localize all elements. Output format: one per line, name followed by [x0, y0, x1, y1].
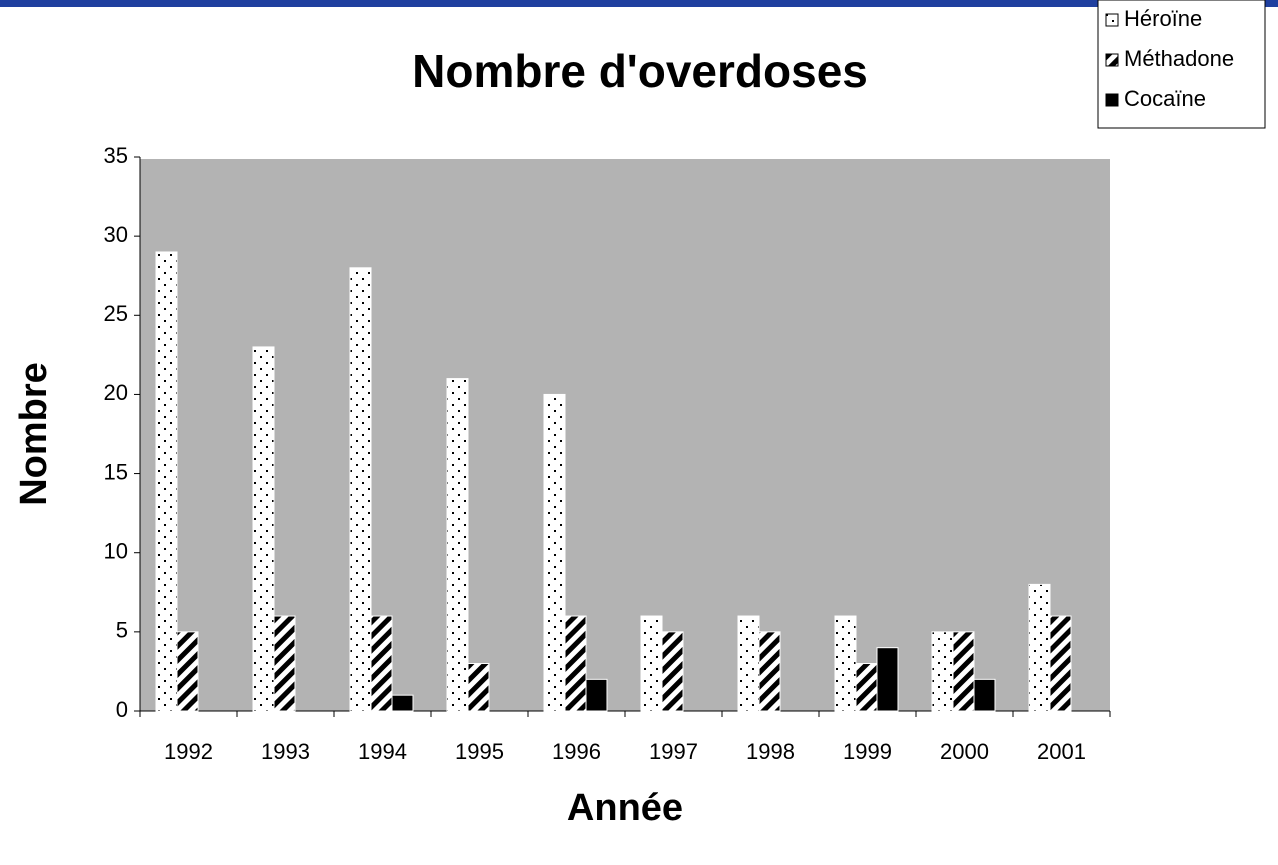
- bar: [273, 615, 296, 712]
- bar: [758, 631, 781, 712]
- bar: [467, 663, 490, 712]
- x-tick-label: 1996: [552, 739, 601, 764]
- bar: [564, 615, 587, 712]
- legend-swatch: [1105, 53, 1119, 67]
- bar: [1028, 583, 1051, 712]
- y-axis-label: Nombre: [13, 362, 55, 506]
- bar: [349, 267, 372, 712]
- chart-title: Nombre d'overdoses: [412, 45, 868, 97]
- legend-label: Méthadone: [1124, 46, 1234, 71]
- bar: [446, 378, 469, 712]
- x-axis-label: Année: [567, 787, 683, 829]
- x-tick-label: 1995: [455, 739, 504, 764]
- legend-label: Héroïne: [1124, 6, 1202, 31]
- bar: [543, 393, 566, 712]
- plot-area: [140, 157, 1110, 711]
- y-tick-label: 20: [104, 380, 128, 405]
- bar: [370, 615, 393, 712]
- top-band: [0, 0, 1278, 7]
- bar: [640, 615, 663, 712]
- bar: [855, 663, 878, 712]
- y-tick-label: 35: [104, 143, 128, 168]
- bar: [834, 615, 857, 712]
- x-tick-label: 1998: [746, 739, 795, 764]
- bar: [876, 647, 899, 712]
- legend-box: [1097, 0, 1266, 129]
- x-tick-label: 1997: [649, 739, 698, 764]
- bar: [585, 678, 608, 712]
- x-tick-label: 1993: [261, 739, 310, 764]
- bar: [952, 631, 975, 712]
- y-tick-label: 5: [116, 618, 128, 643]
- bar: [252, 346, 275, 712]
- bar: [1049, 615, 1072, 712]
- bar: [737, 615, 760, 712]
- bar: [155, 251, 178, 712]
- y-tick-label: 25: [104, 301, 128, 326]
- x-tick-label: 1992: [164, 739, 213, 764]
- bar: [931, 631, 954, 712]
- y-tick-label: 0: [116, 697, 128, 722]
- x-tick-label: 1994: [358, 739, 407, 764]
- y-tick-label: 30: [104, 222, 128, 247]
- bar: [973, 678, 996, 712]
- bar: [661, 631, 684, 712]
- y-tick-label: 15: [104, 459, 128, 484]
- x-tick-label: 1999: [843, 739, 892, 764]
- legend-label: Cocaïne: [1124, 86, 1206, 111]
- x-tick-label: 2000: [940, 739, 989, 764]
- x-tick-label: 2001: [1037, 739, 1086, 764]
- y-tick-label: 10: [104, 539, 128, 564]
- legend-swatch: [1105, 13, 1119, 27]
- legend-swatch: [1105, 93, 1119, 107]
- bar: [176, 631, 199, 712]
- bar: [391, 694, 414, 712]
